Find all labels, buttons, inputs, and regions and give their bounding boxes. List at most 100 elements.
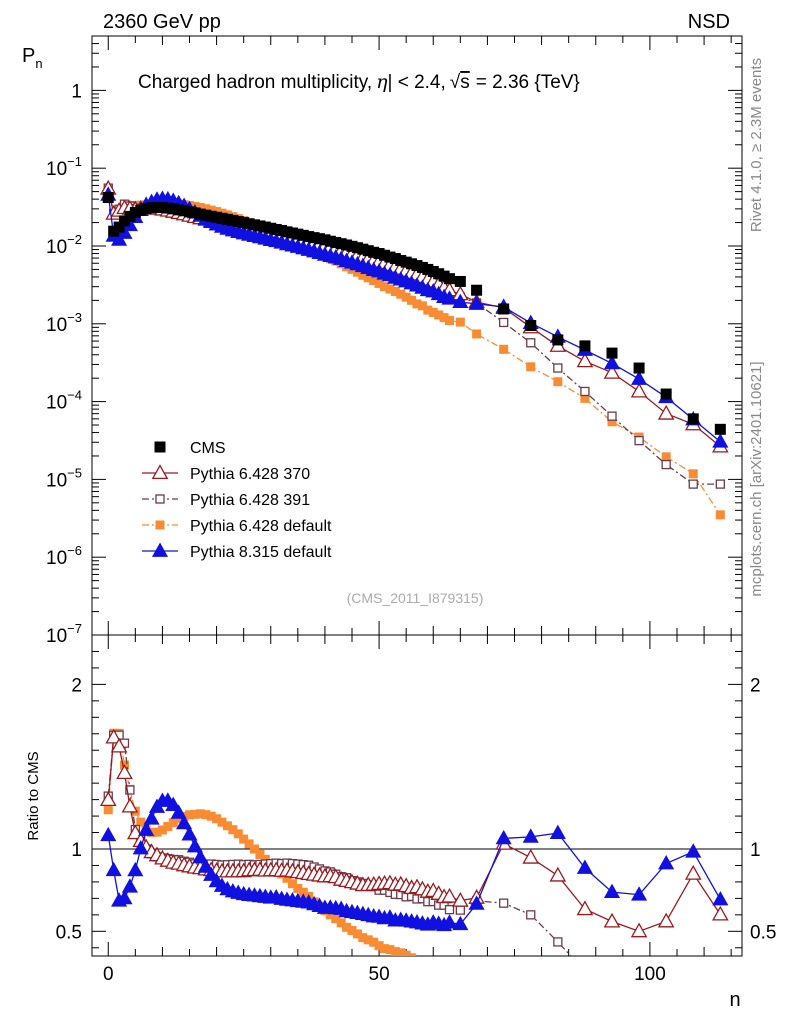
ratio-point [603,912,621,928]
data-point [603,363,621,379]
data-point [445,316,454,326]
y-tick-label: 1 [71,81,82,102]
ratio-series-pythia-6-428-370 [99,728,729,938]
data-point [715,510,725,520]
ratio-y-tick-label-right: 2 [750,675,761,696]
ratio-point [712,891,729,906]
ratio-point [99,791,117,807]
data-point [454,275,466,287]
data-point [660,388,672,400]
ratio-plot-frame [91,634,743,957]
legend-marker [155,494,165,504]
ratio-point [495,829,512,845]
legend-marker [151,542,169,557]
data-point [471,284,483,296]
energy-label: 2360 GeV pp [103,11,221,33]
data-point [634,435,644,446]
ratio-point [255,849,265,859]
y-tick-label: 10−7 [46,621,82,647]
data-point [633,362,645,374]
mcplots-label: mcplots.cern.ch [arXiv:2401.10621] [748,361,765,596]
data-point [452,293,469,309]
ratio-point [116,889,133,905]
data-point [603,354,621,370]
data-point [498,303,510,315]
ratio-point [631,886,648,901]
data-point [472,329,482,339]
legend-item: Pythia 8.315 default [142,542,332,561]
ratio-point [250,844,259,854]
ratio-point [684,864,702,880]
legend-item: Pythia 6.428 370 [142,464,310,483]
legend-label: Pythia 6.428 391 [190,492,310,509]
x-tick-label: 100 [634,964,666,985]
ratio-point [441,914,458,929]
series-pythia-8-315-default [100,186,729,448]
ratio-point [407,953,417,956]
ratio-point [244,839,254,849]
ratio-point [103,805,113,815]
data-point [712,433,729,448]
data-point [688,479,698,489]
ratio-y-tick-label: 0.5 [56,922,82,943]
ratio-plot-area [99,728,729,956]
data-point [553,363,563,373]
ratio-point [181,826,198,841]
ratio-point [192,848,209,864]
ratio-point [233,829,243,839]
ratio-point [165,796,182,812]
ratio-point [452,915,469,931]
ratio-series-pythia-8-315-default [100,792,729,932]
ratio-point [441,887,458,903]
ratio-point [121,797,139,813]
ratio-point [197,858,214,873]
x-tick-label: 0 [103,964,114,985]
ratio-point [455,905,465,915]
data-point [102,191,114,203]
ratio-point [522,848,540,864]
series-cms [102,191,726,435]
process-label: NSD [688,11,730,33]
ratio-point [549,824,566,839]
data-point [688,469,698,479]
legend: CMS Pythia 6.428 370 Pythia 6.428 391 Pythi… [142,440,332,561]
data-point [526,338,536,348]
y-tick-label: 10−4 [46,388,82,414]
ratio-point [116,764,133,780]
data-point [553,377,563,387]
data-point [631,370,648,385]
y-tick-label: 10−3 [46,310,82,336]
ratio-point [132,839,149,855]
legend-label: Pythia 8.315 default [190,544,332,561]
data-point [606,347,618,359]
ratio-point [100,826,117,842]
data-point [579,340,591,352]
y-tick-label: 10−6 [46,543,82,569]
ratio-point [576,900,594,916]
ratio-point [712,905,729,921]
data-point [630,382,648,398]
data-point [607,411,617,421]
x-tick-label: 50 [369,964,390,985]
data-point [687,413,699,425]
data-point [661,459,671,470]
main-panel: 1 10−1 10−2 10−3 10−4 10−5 10−6 10−7 [46,35,743,647]
legend-marker [155,520,165,530]
ratio-point [603,883,621,899]
legend-item: CMS [154,440,226,457]
ratio-point [526,910,536,920]
ratio-point [170,804,187,819]
ratio-panel: 0 50 100 0.5 0.5 1 1 2 2 [56,634,776,985]
y-tick-label: 10−5 [46,465,82,491]
data-point [526,362,536,372]
ratio-point [576,859,593,874]
ratio-y-axis-label: Ratio to CMS [25,751,42,840]
ratio-point [657,912,675,928]
ratio-point [630,922,648,938]
legend-item: Pythia 6.428 391 [142,492,310,509]
ratio-point [127,861,144,877]
ratio-point [105,728,122,744]
data-point [468,295,485,310]
legend-label: CMS [190,440,226,457]
